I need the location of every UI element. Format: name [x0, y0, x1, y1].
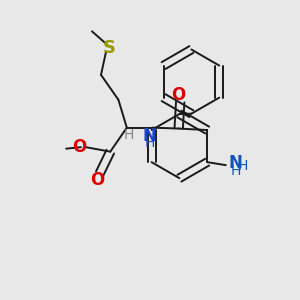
Text: H: H	[124, 128, 134, 142]
Text: N: N	[229, 154, 242, 172]
Text: H: H	[238, 159, 248, 173]
Text: H: H	[230, 164, 241, 178]
Text: O: O	[172, 86, 186, 104]
Text: N: N	[143, 127, 157, 145]
Text: O: O	[72, 137, 86, 155]
Text: O: O	[90, 171, 104, 189]
Text: H: H	[145, 136, 155, 150]
Text: S: S	[103, 38, 116, 56]
